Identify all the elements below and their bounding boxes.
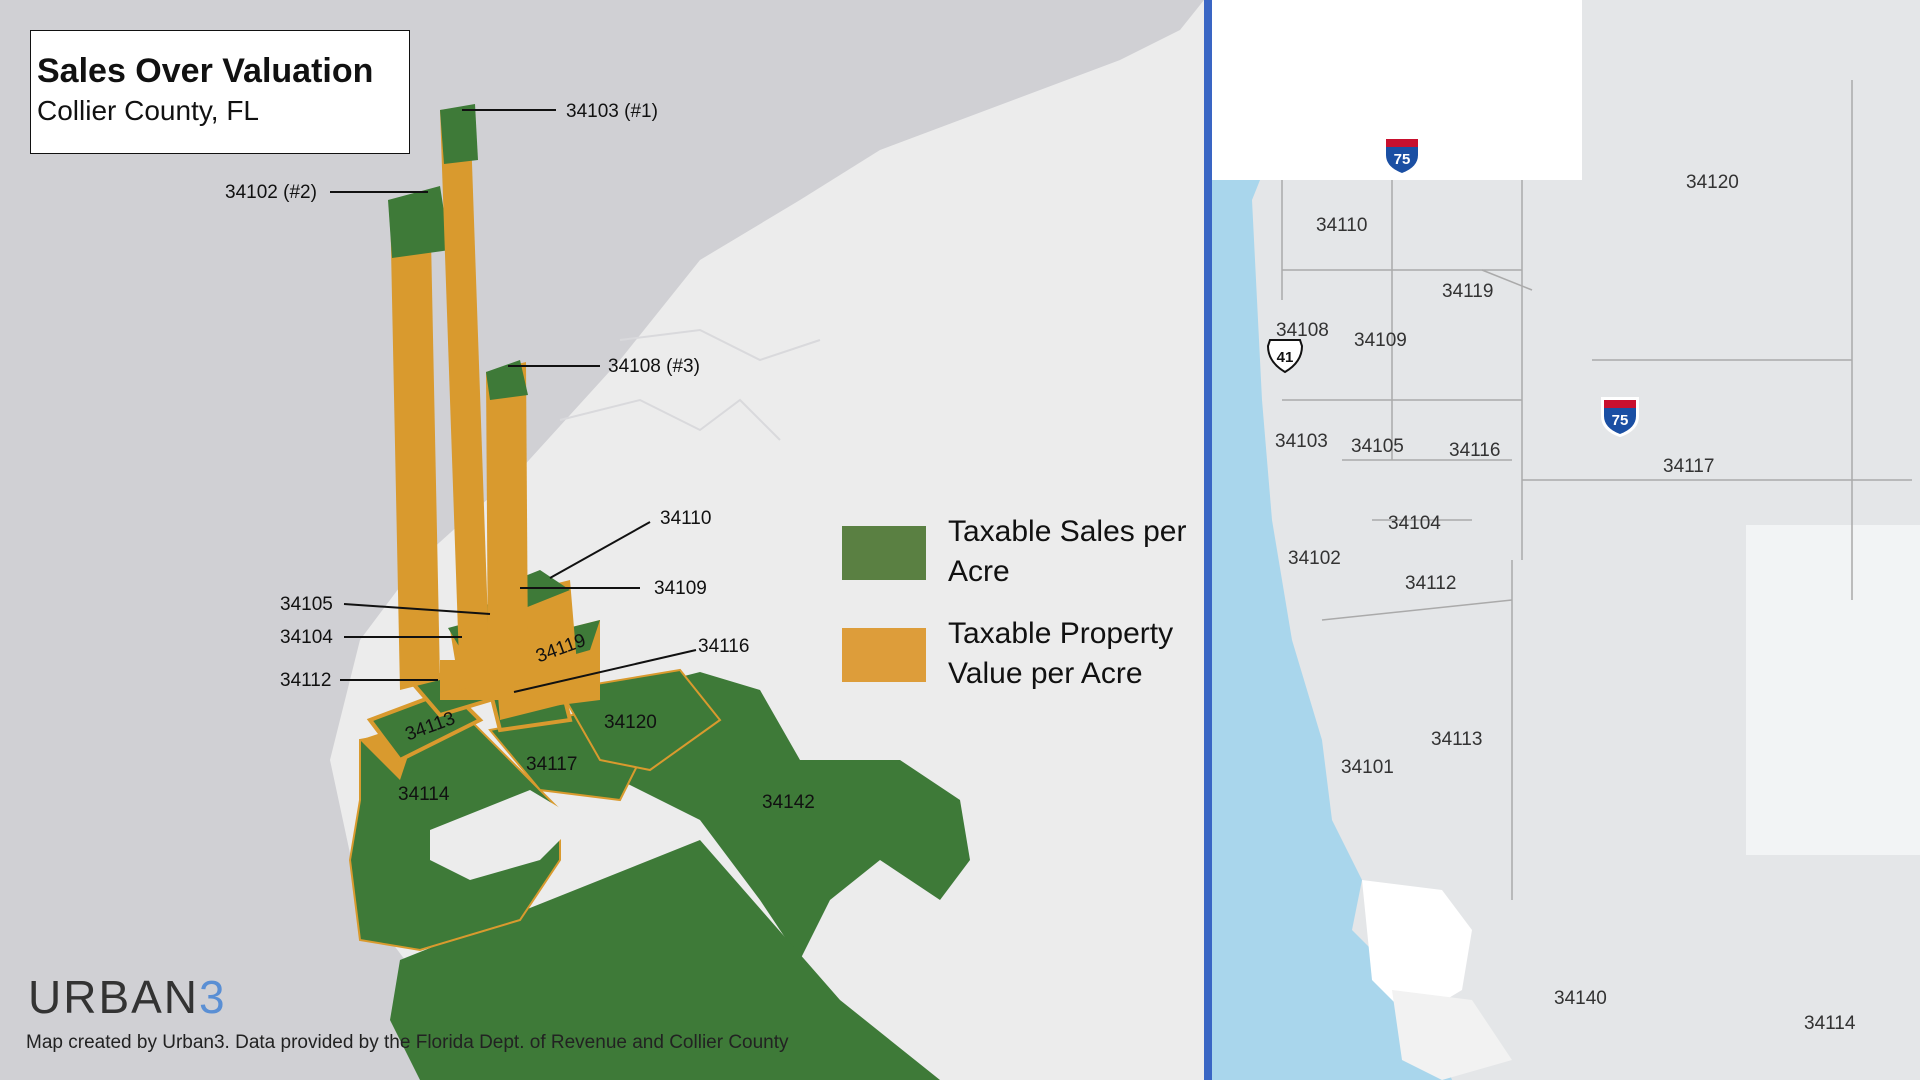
park-cutout	[430, 790, 580, 880]
tower-34103	[440, 106, 490, 690]
legend-label-sales: Taxable Sales per Acre	[948, 515, 1187, 588]
zip-label: 34116	[1449, 440, 1500, 461]
zip-label: 34114	[1804, 1013, 1856, 1034]
right-reference-map: 34120 34110 34119 34108 34109 34103 3410…	[1212, 0, 1920, 1080]
legend-label-value: Taxable Property Value per Acre	[948, 617, 1174, 690]
legend-item-value: Taxable Property Value per Acre	[842, 614, 1188, 694]
svg-text:41: 41	[1277, 349, 1294, 366]
callout-label: 34108 (#3)	[608, 356, 700, 377]
zip-label: 34140	[1554, 988, 1607, 1009]
region-south-block	[390, 840, 940, 1080]
region-label: 34142	[762, 792, 815, 813]
callout-label: 34104	[280, 627, 333, 648]
svg-text:75: 75	[1394, 151, 1411, 168]
zip-label: 34110	[1316, 215, 1367, 236]
zip-label: 34108	[1276, 320, 1329, 341]
map-title: Sales Over Valuation	[37, 52, 374, 90]
callout-label: 34105	[280, 594, 333, 615]
zip-label: 34109	[1354, 330, 1407, 351]
title-box: Sales Over Valuation Collier County, FL	[30, 30, 410, 154]
legend-swatch-sales	[842, 526, 926, 580]
left-3d-map: 34103 (#1) 34102 (#2) 34108 (#3) 34110 3…	[225, 0, 1204, 1080]
zip-label: 34112	[1405, 573, 1456, 594]
urban3-logo: URBAN3	[28, 971, 227, 1023]
panel-divider	[1204, 0, 1212, 1080]
us-highway-shield-icon: 41	[1266, 339, 1304, 374]
zip-label: 34103	[1275, 431, 1328, 452]
legend: Taxable Sales per Acre Taxable Property …	[842, 512, 1188, 694]
callout-label: 34112	[280, 670, 331, 691]
zip-label: 34119	[1442, 281, 1493, 302]
callout-label: 34103 (#1)	[566, 101, 658, 122]
tower-34102	[390, 190, 440, 690]
region-label: 34114	[398, 784, 450, 805]
interstate-shield-icon: 75	[1383, 136, 1421, 177]
callout-label: 34102 (#2)	[225, 182, 317, 203]
legend-item-sales: Taxable Sales per Acre	[842, 512, 1188, 592]
zip-label: 34105	[1351, 436, 1404, 457]
svg-text:75: 75	[1612, 412, 1629, 429]
zip-label: 34113	[1431, 729, 1482, 750]
callout-label: 34110	[660, 508, 711, 529]
map-subtitle: Collier County, FL	[37, 95, 260, 126]
callout-label: 34116	[698, 636, 749, 657]
zip-label: 34101	[1341, 757, 1394, 778]
zip-label: 34104	[1388, 513, 1441, 534]
zip-label: 34120	[1686, 172, 1739, 193]
region-label: 34117	[526, 754, 577, 775]
tower-34108	[486, 362, 528, 670]
region-label: 34120	[604, 712, 657, 733]
callout-label: 34109	[654, 578, 707, 599]
zip-label: 34117	[1663, 456, 1714, 477]
zip-label: 34102	[1288, 548, 1341, 569]
data-credit: Map created by Urban3. Data provided by …	[26, 1032, 789, 1053]
interstate-shield-icon: 75	[1601, 397, 1639, 438]
legend-swatch-value	[842, 628, 926, 682]
